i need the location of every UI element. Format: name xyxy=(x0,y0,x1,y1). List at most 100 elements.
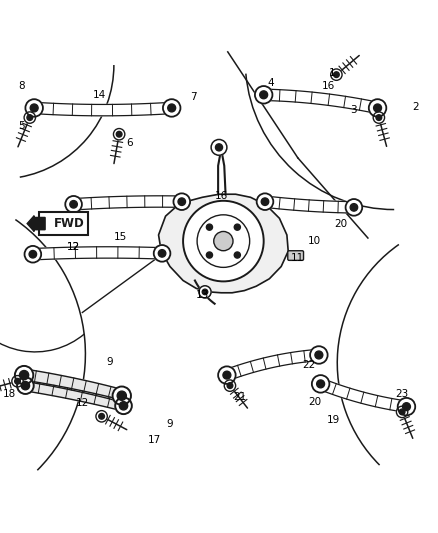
Polygon shape xyxy=(34,102,172,116)
Circle shape xyxy=(214,231,233,251)
Text: FWD: FWD xyxy=(54,217,85,230)
Circle shape xyxy=(17,377,34,394)
Circle shape xyxy=(96,410,107,422)
Circle shape xyxy=(223,371,231,379)
Text: 3: 3 xyxy=(350,104,357,115)
Circle shape xyxy=(317,380,325,388)
Text: 20: 20 xyxy=(334,219,347,229)
Text: 8: 8 xyxy=(18,81,25,91)
Circle shape xyxy=(261,198,269,205)
Text: 1: 1 xyxy=(328,68,336,78)
Circle shape xyxy=(154,245,170,262)
Polygon shape xyxy=(265,196,354,213)
Circle shape xyxy=(346,199,362,216)
Circle shape xyxy=(374,104,381,112)
Text: 9: 9 xyxy=(106,357,113,367)
Circle shape xyxy=(117,391,127,400)
Circle shape xyxy=(260,91,268,99)
Polygon shape xyxy=(159,194,288,293)
Circle shape xyxy=(158,249,166,257)
Circle shape xyxy=(396,406,408,418)
Polygon shape xyxy=(32,247,162,260)
Text: 15: 15 xyxy=(114,232,127,242)
Circle shape xyxy=(113,128,125,140)
Circle shape xyxy=(168,104,176,112)
Circle shape xyxy=(312,375,329,393)
Text: 6: 6 xyxy=(126,138,133,148)
Polygon shape xyxy=(23,369,124,402)
Circle shape xyxy=(202,289,208,295)
Circle shape xyxy=(25,99,43,117)
Circle shape xyxy=(215,144,223,151)
Text: 19: 19 xyxy=(327,415,340,425)
Circle shape xyxy=(350,204,358,211)
FancyBboxPatch shape xyxy=(39,212,88,235)
Text: 2: 2 xyxy=(412,102,419,111)
Circle shape xyxy=(65,196,82,213)
Text: 18: 18 xyxy=(3,389,16,399)
Circle shape xyxy=(163,99,180,117)
Text: 17: 17 xyxy=(148,434,161,445)
Circle shape xyxy=(398,398,415,415)
Circle shape xyxy=(255,86,272,103)
Circle shape xyxy=(15,366,33,384)
Circle shape xyxy=(115,398,132,414)
Circle shape xyxy=(19,370,29,379)
Text: 7: 7 xyxy=(190,92,197,102)
Circle shape xyxy=(113,386,131,405)
Circle shape xyxy=(369,99,386,117)
Circle shape xyxy=(70,200,78,208)
Circle shape xyxy=(399,409,405,415)
Text: 11: 11 xyxy=(290,253,304,263)
Text: 23: 23 xyxy=(396,390,409,399)
Circle shape xyxy=(119,402,128,410)
Circle shape xyxy=(403,403,410,410)
Circle shape xyxy=(234,224,240,230)
Circle shape xyxy=(29,251,37,258)
Circle shape xyxy=(178,198,186,205)
Text: 12: 12 xyxy=(76,398,89,408)
Circle shape xyxy=(227,383,233,389)
Circle shape xyxy=(14,378,20,384)
Circle shape xyxy=(27,115,32,120)
Circle shape xyxy=(218,366,236,384)
Circle shape xyxy=(183,201,264,281)
Polygon shape xyxy=(225,349,319,381)
Text: 4: 4 xyxy=(267,78,274,88)
Text: 14: 14 xyxy=(93,90,106,100)
Polygon shape xyxy=(264,89,379,114)
Circle shape xyxy=(206,224,212,230)
Polygon shape xyxy=(73,196,182,210)
Circle shape xyxy=(211,140,227,155)
Circle shape xyxy=(24,112,35,123)
Circle shape xyxy=(197,215,250,268)
Circle shape xyxy=(376,115,381,120)
Text: 20: 20 xyxy=(308,397,321,407)
Text: 10: 10 xyxy=(308,236,321,246)
Text: 16: 16 xyxy=(215,191,228,201)
Text: 13: 13 xyxy=(196,290,209,300)
Text: 21: 21 xyxy=(233,392,247,402)
Circle shape xyxy=(99,414,104,419)
Circle shape xyxy=(21,382,29,390)
Polygon shape xyxy=(25,381,125,411)
Circle shape xyxy=(315,351,323,359)
Circle shape xyxy=(334,72,339,77)
Circle shape xyxy=(199,286,211,298)
Text: 9: 9 xyxy=(166,419,173,429)
Polygon shape xyxy=(318,378,407,413)
Circle shape xyxy=(257,193,273,210)
Circle shape xyxy=(373,112,385,123)
Circle shape xyxy=(206,252,212,258)
Circle shape xyxy=(173,193,190,210)
Circle shape xyxy=(224,380,236,391)
Circle shape xyxy=(331,69,342,80)
Circle shape xyxy=(117,131,122,137)
Circle shape xyxy=(12,376,23,387)
Text: 5: 5 xyxy=(18,122,25,131)
Text: 12: 12 xyxy=(67,242,80,252)
FancyArrow shape xyxy=(27,216,45,231)
Circle shape xyxy=(25,246,41,263)
Circle shape xyxy=(234,252,240,258)
Text: 12: 12 xyxy=(67,242,80,252)
